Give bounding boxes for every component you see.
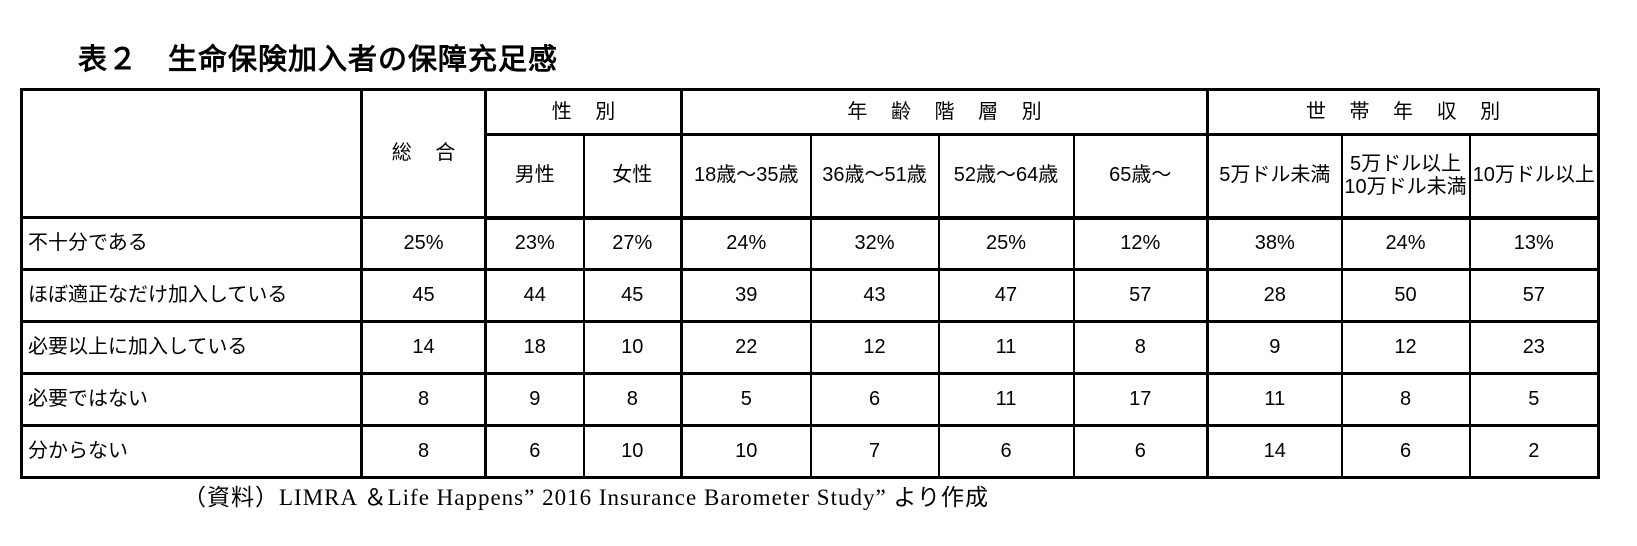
value-cell: 10: [680, 424, 812, 479]
coverage-adequacy-table: 総 合 性 別 年 齢 階 層 別 世 帯 年 収 別 男性 女性 18歳～35…: [20, 88, 1601, 479]
value-cell: 6: [937, 424, 1075, 479]
value-cell: 25%: [937, 216, 1075, 271]
col-header-income-under-50k: 5万ドル未満: [1206, 133, 1343, 220]
value-cell: 12%: [1072, 216, 1209, 271]
value-cell: 5: [680, 372, 812, 427]
group-header-age: 年 齢 階 層 別: [679, 88, 1209, 136]
value-cell: 24%: [680, 216, 812, 271]
row-label: 必要以上に加入している: [20, 320, 363, 375]
value-cell: 6: [1072, 424, 1209, 479]
row-label: ほぼ適正なだけ加入している: [20, 268, 363, 323]
value-cell: 14: [1206, 424, 1343, 479]
value-cell: 6: [809, 372, 940, 427]
page-title: 表２ 生命保険加入者の保障充足感: [78, 44, 559, 76]
value-cell: 11: [937, 320, 1075, 375]
value-cell: 10: [582, 320, 683, 375]
col-header-age-52-64: 52歳～64歳: [937, 133, 1075, 220]
value-cell: 57: [1468, 268, 1600, 323]
value-cell: 8: [360, 424, 487, 479]
value-cell: 8: [582, 372, 683, 427]
value-cell: 11: [937, 372, 1075, 427]
value-cell: 9: [1206, 320, 1343, 375]
value-cell: 2: [1468, 424, 1600, 479]
col-header-female: 女性: [582, 133, 683, 220]
value-cell: 47: [937, 268, 1075, 323]
table-row-dont-know: 分からない 8 6 10 10 7 6 6 14 6 2: [20, 424, 1600, 479]
group-header-gender: 性 別: [484, 88, 683, 136]
col-header-male: 男性: [484, 133, 585, 220]
value-cell: 6: [484, 424, 585, 479]
row-label: 不十分である: [20, 216, 363, 271]
value-cell: 14: [360, 320, 487, 375]
value-cell: 27%: [582, 216, 683, 271]
corner-cell: [20, 88, 363, 219]
row-label: 分からない: [20, 424, 363, 479]
value-cell: 38%: [1206, 216, 1343, 271]
table-row-about-right: ほぼ適正なだけ加入している 45 44 45 39 43 47 57 28 50…: [20, 268, 1600, 323]
value-cell: 18: [484, 320, 585, 375]
value-cell: 44: [484, 268, 585, 323]
value-cell: 23: [1468, 320, 1600, 375]
value-cell: 32%: [809, 216, 940, 271]
value-cell: 7: [809, 424, 940, 479]
value-cell: 39: [680, 268, 812, 323]
group-header-income: 世 帯 年 収 別: [1206, 88, 1600, 136]
col-header-age-18-35: 18歳～35歳: [680, 133, 812, 220]
col-header-age-36-51: 36歳～51歳: [809, 133, 940, 220]
col-header-income-over-100k: 10万ドル以上: [1468, 133, 1600, 220]
value-cell: 23%: [484, 216, 585, 271]
value-cell: 25%: [360, 216, 487, 271]
value-cell: 43: [809, 268, 940, 323]
value-cell: 12: [1340, 320, 1471, 375]
header-group-row: 総 合 性 別 年 齢 階 層 別 世 帯 年 収 別: [20, 88, 1600, 219]
table-row-not-needed: 必要ではない 8 9 8 5 6 11 17 11 8 5: [20, 372, 1600, 427]
value-cell: 11: [1206, 372, 1343, 427]
value-cell: 50: [1340, 268, 1471, 323]
value-cell: 24%: [1340, 216, 1471, 271]
value-cell: 8: [1340, 372, 1471, 427]
value-cell: 28: [1206, 268, 1343, 323]
value-cell: 5: [1468, 372, 1600, 427]
value-cell: 17: [1072, 372, 1209, 427]
value-cell: 45: [360, 268, 487, 323]
value-cell: 6: [1340, 424, 1471, 479]
col-header-total: 総 合: [360, 88, 487, 219]
value-cell: 12: [809, 320, 940, 375]
col-header-age-65-plus: 65歳～: [1072, 133, 1209, 220]
value-cell: 8: [1072, 320, 1209, 375]
table-row-insufficient: 不十分である 25% 23% 27% 24% 32% 25% 12% 38% 2…: [20, 216, 1600, 271]
value-cell: 57: [1072, 268, 1209, 323]
value-cell: 9: [484, 372, 585, 427]
value-cell: 22: [680, 320, 812, 375]
row-label: 必要ではない: [20, 372, 363, 427]
header-sub-row: 男性 女性 18歳～35歳 36歳～51歳 52歳～64歳 65歳～ 5万ドル未…: [22, 133, 1600, 220]
value-cell: 45: [582, 268, 683, 323]
value-cell: 10: [582, 424, 683, 479]
table-row-more-than-needed: 必要以上に加入している 14 18 10 22 12 11 8 9 12 23: [20, 320, 1600, 375]
value-cell: 13%: [1468, 216, 1600, 271]
value-cell: 8: [360, 372, 487, 427]
col-header-income-50k-100k: 5万ドル以上 10万ドル未満: [1340, 133, 1471, 220]
source-note: （資料）LIMRA ＆Life Happens” 2016 Insurance …: [183, 485, 989, 510]
